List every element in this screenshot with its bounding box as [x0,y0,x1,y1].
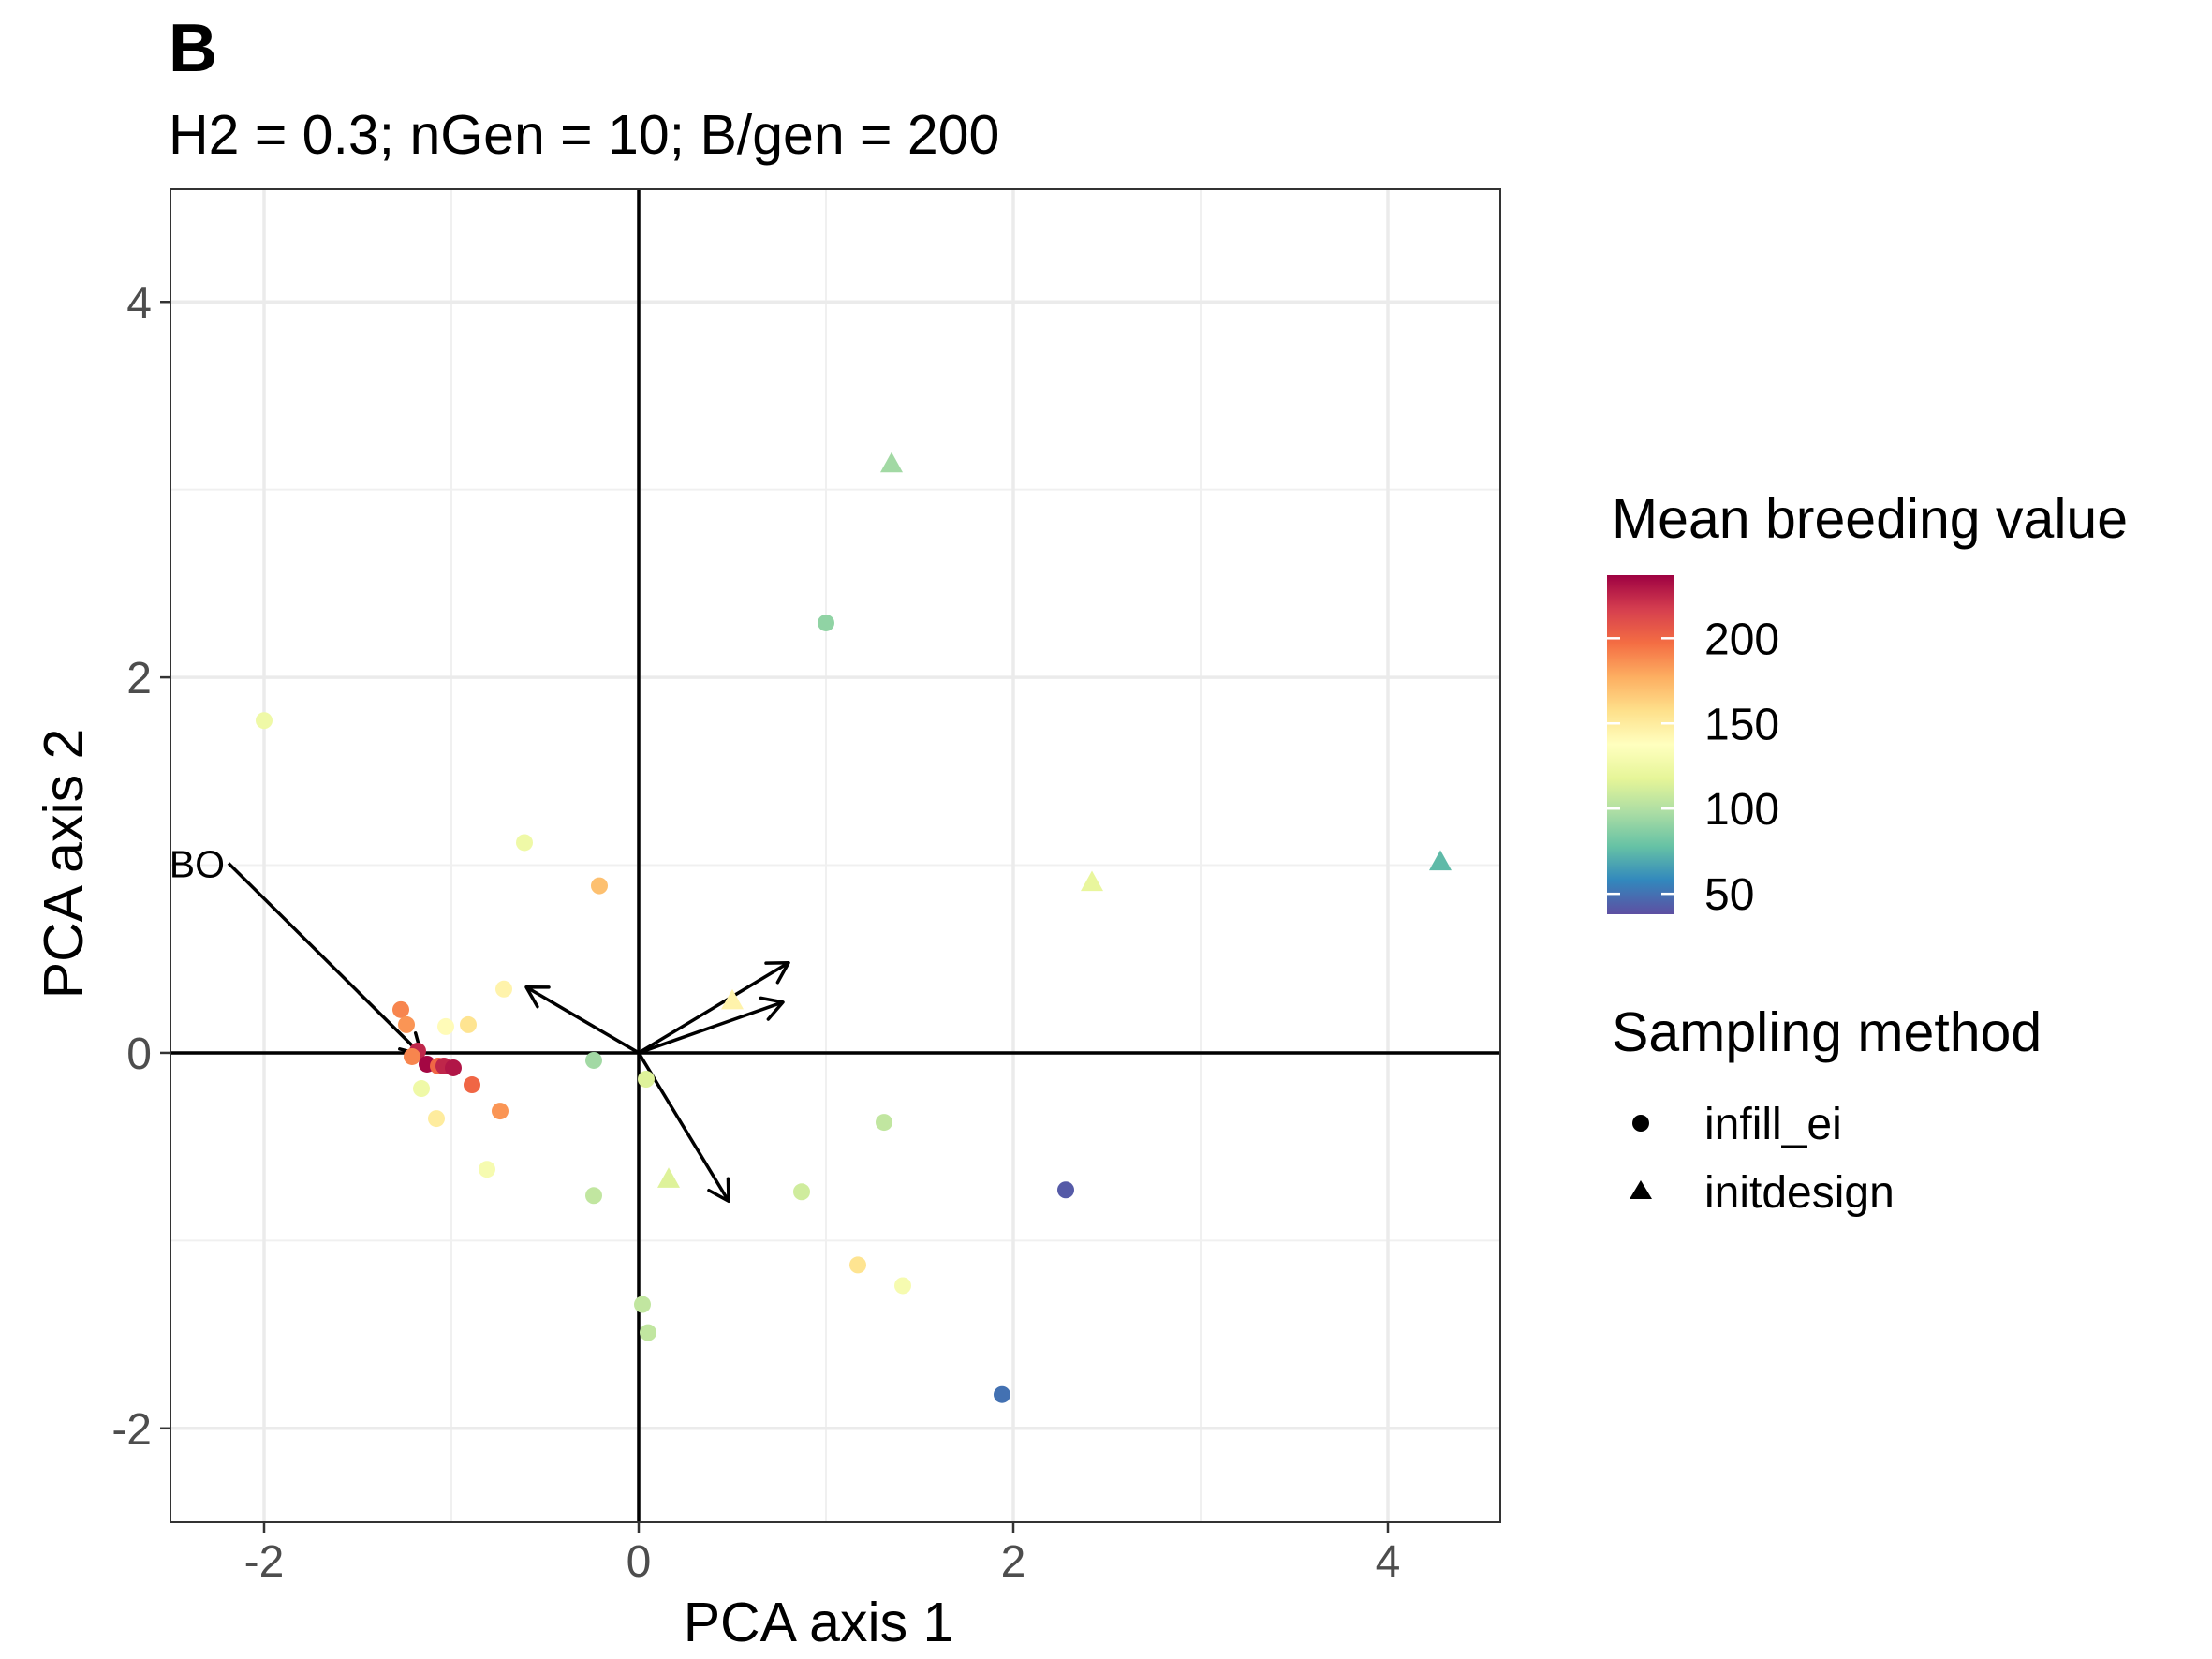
x-tick-label: 2 [1001,1537,1026,1587]
data-point-circle [634,1296,651,1313]
data-point-circle [585,1187,602,1205]
color-legend: Mean breeding value 50 100 150 200 [1607,488,2128,920]
data-point-triangle [721,988,744,1010]
loading-arrow [524,985,640,1055]
data-point-triangle [1429,850,1452,871]
data-point-triangle [657,1167,680,1188]
arrow-head [759,996,785,1021]
minor-gridlines [170,189,1500,1522]
chart-subtitle: H2 = 0.3; nGen = 10; B/gen = 200 [169,104,999,166]
y-tick-label: 0 [126,1029,152,1079]
data-point-circle [428,1110,445,1128]
shape-legend-item: infill_ei [1632,1100,1842,1149]
panel-tag: B [169,11,217,86]
data-point-circle [849,1256,866,1274]
x-tick-label: -2 [244,1537,285,1587]
x-tick-label: 0 [627,1537,652,1587]
shape-legend-title: Sampling method [1612,1001,2042,1063]
y-axis-ticks: -2 0 2 4 [111,278,170,1455]
y-tick-label: 2 [126,654,152,704]
data-point-circle [638,1071,655,1089]
plot-area: BO [170,188,1501,1523]
colorbar-tick-label: 50 [1704,870,1754,920]
loading-arrow [638,996,785,1055]
shape-legend-items: infill_ei initdesign [1630,1100,1895,1218]
plot-panel [170,189,1500,1522]
y-tick-label: -2 [111,1405,152,1455]
data-point-circle [464,1076,480,1094]
data-point-circle [392,1000,409,1018]
data-point-circle [256,712,273,730]
data-point-circle [876,1114,892,1132]
data-point-triangle [880,452,903,473]
data-point-circle [591,877,608,895]
x-tick-label: 4 [1376,1537,1401,1587]
arrow-shaft [638,961,789,1055]
data-points [256,452,1452,1403]
data-point-circle [894,1277,911,1295]
data-point-circle [1057,1181,1074,1199]
data-point-circle [437,1017,454,1035]
data-point-circle [413,1080,430,1098]
colorbar-ticks: 50 100 150 200 [1607,615,1779,920]
shape-legend-item: initdesign [1630,1168,1895,1218]
data-point-circle [460,1015,477,1033]
arrow-head [524,985,551,1009]
y-tick-label: 4 [126,278,152,328]
x-axis-title: PCA axis 1 [684,1592,954,1653]
data-point-circle [793,1183,810,1201]
x-axis-ticks: -2 0 2 4 [244,1522,1401,1587]
data-point-triangle [1081,870,1103,892]
data-point-circle [818,614,834,631]
circle-key-icon [1632,1115,1649,1132]
shape-legend-label: initdesign [1704,1168,1895,1218]
arrow-label: BO [170,843,225,886]
arrow-shaft [638,1000,784,1055]
plot-border [170,188,1501,1523]
data-point-circle [445,1059,462,1076]
data-point-circle [495,980,512,998]
triangle-key-icon [1630,1180,1652,1199]
colorbar-tick-label: 100 [1704,785,1779,835]
colorbar-tick-label: 200 [1704,615,1779,664]
y-axis-title: PCA axis 2 [33,729,95,1000]
colorbar [1607,575,1674,914]
arrow-shaft [525,985,640,1055]
arrow-head [764,960,790,985]
colorbar-tick-label: 150 [1704,700,1779,749]
shape-legend: Sampling method infill_ei initdesign [1612,1001,2042,1218]
data-point-circle [585,1051,602,1069]
data-point-circle [516,834,533,852]
shape-legend-label: infill_ei [1704,1100,1842,1149]
data-point-circle [479,1161,495,1178]
arrow-head [707,1177,730,1204]
loading-arrow [638,960,790,1055]
arrow-shaft [227,862,423,1057]
data-point-circle [492,1103,509,1120]
data-point-circle [398,1015,415,1033]
color-legend-title: Mean breeding value [1612,488,2128,550]
data-point-circle [994,1385,1010,1403]
data-point-circle [404,1047,420,1065]
data-point-circle [640,1324,656,1341]
